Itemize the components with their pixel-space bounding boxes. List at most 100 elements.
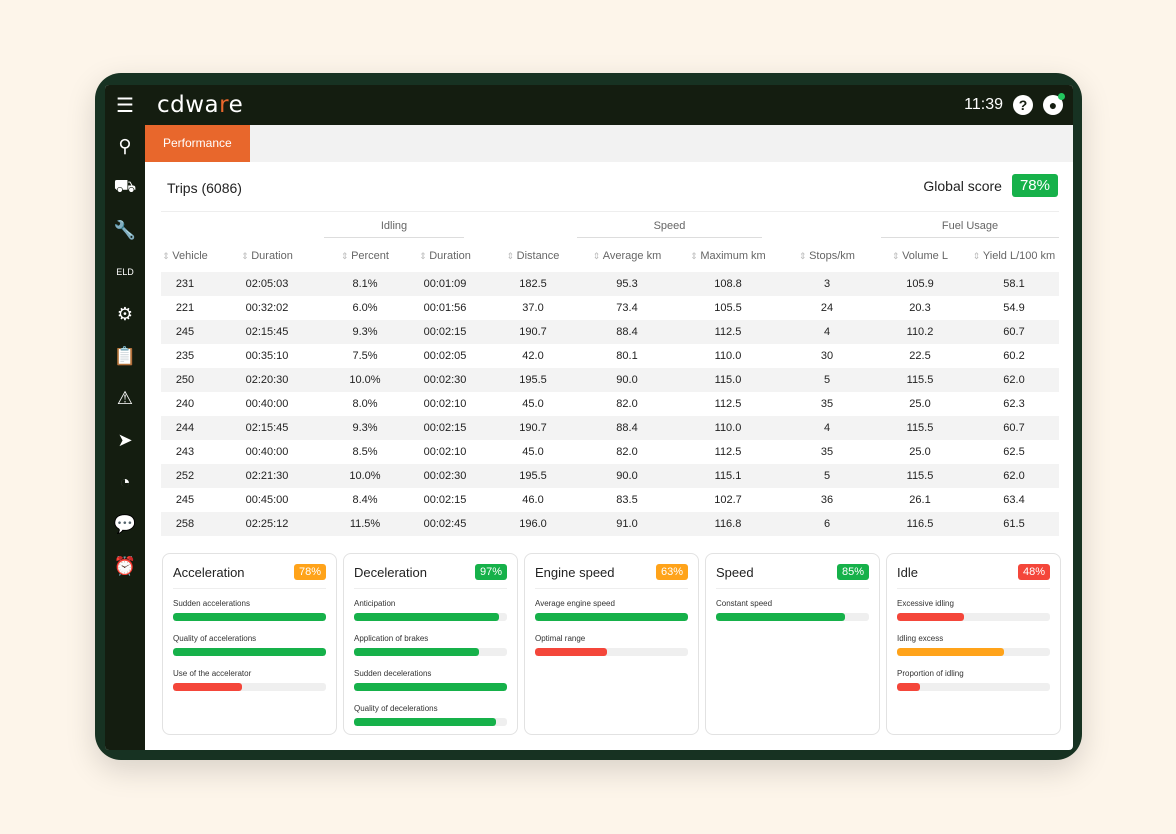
card-title: Deceleration — [354, 564, 427, 580]
score-card-engine-speed: Engine speed 63% Average engine speed Optim… — [524, 553, 699, 735]
table-cell: 62.0 — [1003, 470, 1025, 482]
table-cell: 83.5 — [616, 494, 638, 506]
table-cell: 02:25:12 — [245, 518, 289, 530]
table-cell: 90.0 — [616, 470, 638, 482]
score-badge: 78% — [293, 564, 326, 580]
table-cell: 195.5 — [519, 470, 547, 482]
metric-bar — [897, 683, 1050, 691]
table-row[interactable]: 258 02:25:12 11.5% 00:02:45 196.0 91.0 116.8 6 1… — [161, 512, 1059, 536]
table-cell: 36 — [820, 494, 834, 506]
wrench-icon[interactable]: 🔧 — [113, 219, 137, 240]
column-header[interactable]: Yield L/100 km — [969, 250, 1059, 262]
metric-bar — [173, 683, 326, 691]
table-cell: 24 — [820, 302, 834, 314]
table-cell: 110.2 — [906, 326, 934, 338]
table-cell: 02:21:30 — [245, 470, 289, 482]
table-cell: 61.5 — [1003, 518, 1025, 530]
column-header[interactable]: Volume L — [871, 250, 969, 262]
card-header: Idle 48% — [897, 564, 1050, 589]
clipboard-icon[interactable]: 📋 — [113, 345, 137, 366]
column-header[interactable]: Stops/km — [783, 250, 871, 262]
table-row[interactable]: 221 00:32:02 6.0% 00:01:56 37.0 73.4 105.5 24 20… — [161, 296, 1059, 320]
hamburger-menu-icon[interactable]: ☰ — [116, 94, 134, 117]
alarm-icon[interactable]: ⏰ — [113, 555, 137, 576]
location-icon[interactable]: ⚲ — [118, 135, 132, 156]
table-cell: 4 — [823, 326, 831, 338]
metric-bar-fill — [535, 613, 688, 621]
metric-bar — [354, 683, 507, 691]
user-avatar-icon[interactable]: ● — [1043, 93, 1065, 115]
table-cell: 245 — [175, 494, 195, 506]
global-score: Global score 78% — [923, 174, 1058, 197]
metric-bar-fill — [173, 613, 326, 621]
table-cell: 00:40:00 — [245, 446, 289, 458]
table-row[interactable]: 250 02:20:30 10.0% 00:02:30 195.5 90.0 115.0 5 1… — [161, 368, 1059, 392]
column-header[interactable]: Maximum km — [673, 250, 783, 262]
table-cell: 252 — [175, 470, 195, 482]
alert-icon[interactable]: ⚠ — [116, 387, 134, 408]
table-row[interactable]: 243 00:40:00 8.5% 00:02:10 45.0 82.0 112.5 35 25… — [161, 440, 1059, 464]
table-cell: 91.0 — [616, 518, 638, 530]
metric-label: Proportion of idling — [897, 669, 964, 678]
table-cell: 00:02:30 — [423, 374, 467, 386]
table-row[interactable]: 244 02:15:45 9.3% 00:02:15 190.7 88.4 110.0 4 11… — [161, 416, 1059, 440]
metric-bar — [354, 648, 507, 656]
truck-icon[interactable]: ⛟ — [113, 176, 137, 196]
table-cell: 35 — [820, 398, 834, 410]
table-cell: 8.4% — [352, 494, 378, 506]
score-badge: 85% — [836, 564, 869, 580]
help-icon[interactable]: ? — [1013, 95, 1033, 115]
eld-icon[interactable]: ELD — [116, 267, 134, 277]
table-cell: 26.1 — [909, 494, 931, 506]
table-cell: 22.5 — [909, 350, 931, 362]
table-cell: 46.0 — [522, 494, 544, 506]
group-speed: Speed — [577, 220, 762, 238]
tab-performance[interactable]: Performance — [145, 125, 250, 162]
column-header[interactable]: Duration — [405, 250, 485, 262]
trips-table: Idling Speed Fuel Usage VehicleDurationP… — [161, 211, 1059, 536]
table-row[interactable]: 245 02:15:45 9.3% 00:02:15 190.7 88.4 112.5 4 11… — [161, 320, 1059, 344]
table-row[interactable]: 231 02:05:03 8.1% 00:01:09 182.5 95.3 108.8 3 10… — [161, 272, 1059, 296]
table-cell: 88.4 — [616, 422, 638, 434]
table-row[interactable]: 240 00:40:00 8.0% 00:02:10 45.0 82.0 112.5 35 25… — [161, 392, 1059, 416]
table-cell: 02:15:45 — [245, 422, 289, 434]
table-row[interactable]: 235 00:35:10 7.5% 00:02:05 42.0 80.1 110.0 30 22… — [161, 344, 1059, 368]
navigation-icon[interactable]: ➤ — [117, 429, 133, 450]
table-cell: 115.0 — [714, 374, 742, 386]
score-card-acceleration: Acceleration 78% Sudden accelerations Quali… — [162, 553, 337, 735]
column-header[interactable]: Duration — [209, 250, 325, 262]
card-title: Speed — [716, 564, 754, 580]
table-cell: 231 — [175, 278, 195, 290]
table-cell: 115.5 — [906, 374, 934, 386]
metric-label: Idling excess — [897, 634, 944, 643]
table-cell: 112.5 — [714, 446, 742, 458]
metric-bar-fill — [354, 683, 507, 691]
table-cell: 112.5 — [714, 398, 742, 410]
engine-icon[interactable]: ⚙ — [116, 303, 134, 324]
gauge-icon[interactable]: ◔ — [119, 471, 131, 492]
table-cell: 25.0 — [909, 446, 931, 458]
top-bar: ☰ cdware 11:39 ? ● — [105, 85, 1073, 125]
column-header[interactable]: Distance — [485, 250, 581, 262]
table-cell: 115.5 — [906, 422, 934, 434]
table-cell: 45.0 — [522, 398, 544, 410]
column-header[interactable]: Vehicle — [161, 250, 209, 262]
column-header[interactable]: Average km — [581, 250, 673, 262]
table-cell: 115.5 — [906, 470, 934, 482]
card-header: Deceleration 97% — [354, 564, 507, 589]
metric-label: Average engine speed — [535, 599, 615, 608]
column-header[interactable]: Percent — [325, 250, 405, 262]
table-row[interactable]: 245 00:45:00 8.4% 00:02:15 46.0 83.5 102.7 36 26… — [161, 488, 1059, 512]
table-cell: 00:02:05 — [423, 350, 467, 362]
table-cell: 00:02:15 — [423, 326, 467, 338]
metric-bar — [354, 613, 507, 621]
chat-icon[interactable]: 💬 — [113, 513, 137, 534]
table-row[interactable]: 252 02:21:30 10.0% 00:02:30 195.5 90.0 115.1 5 1… — [161, 464, 1059, 488]
table-cell: 110.0 — [714, 422, 742, 434]
table-cell: 02:15:45 — [245, 326, 289, 338]
table-cell: 20.3 — [909, 302, 931, 314]
table-cell: 95.3 — [616, 278, 638, 290]
metric-bar-fill — [897, 683, 920, 691]
table-cell: 196.0 — [519, 518, 547, 530]
table-cell: 112.5 — [714, 326, 742, 338]
